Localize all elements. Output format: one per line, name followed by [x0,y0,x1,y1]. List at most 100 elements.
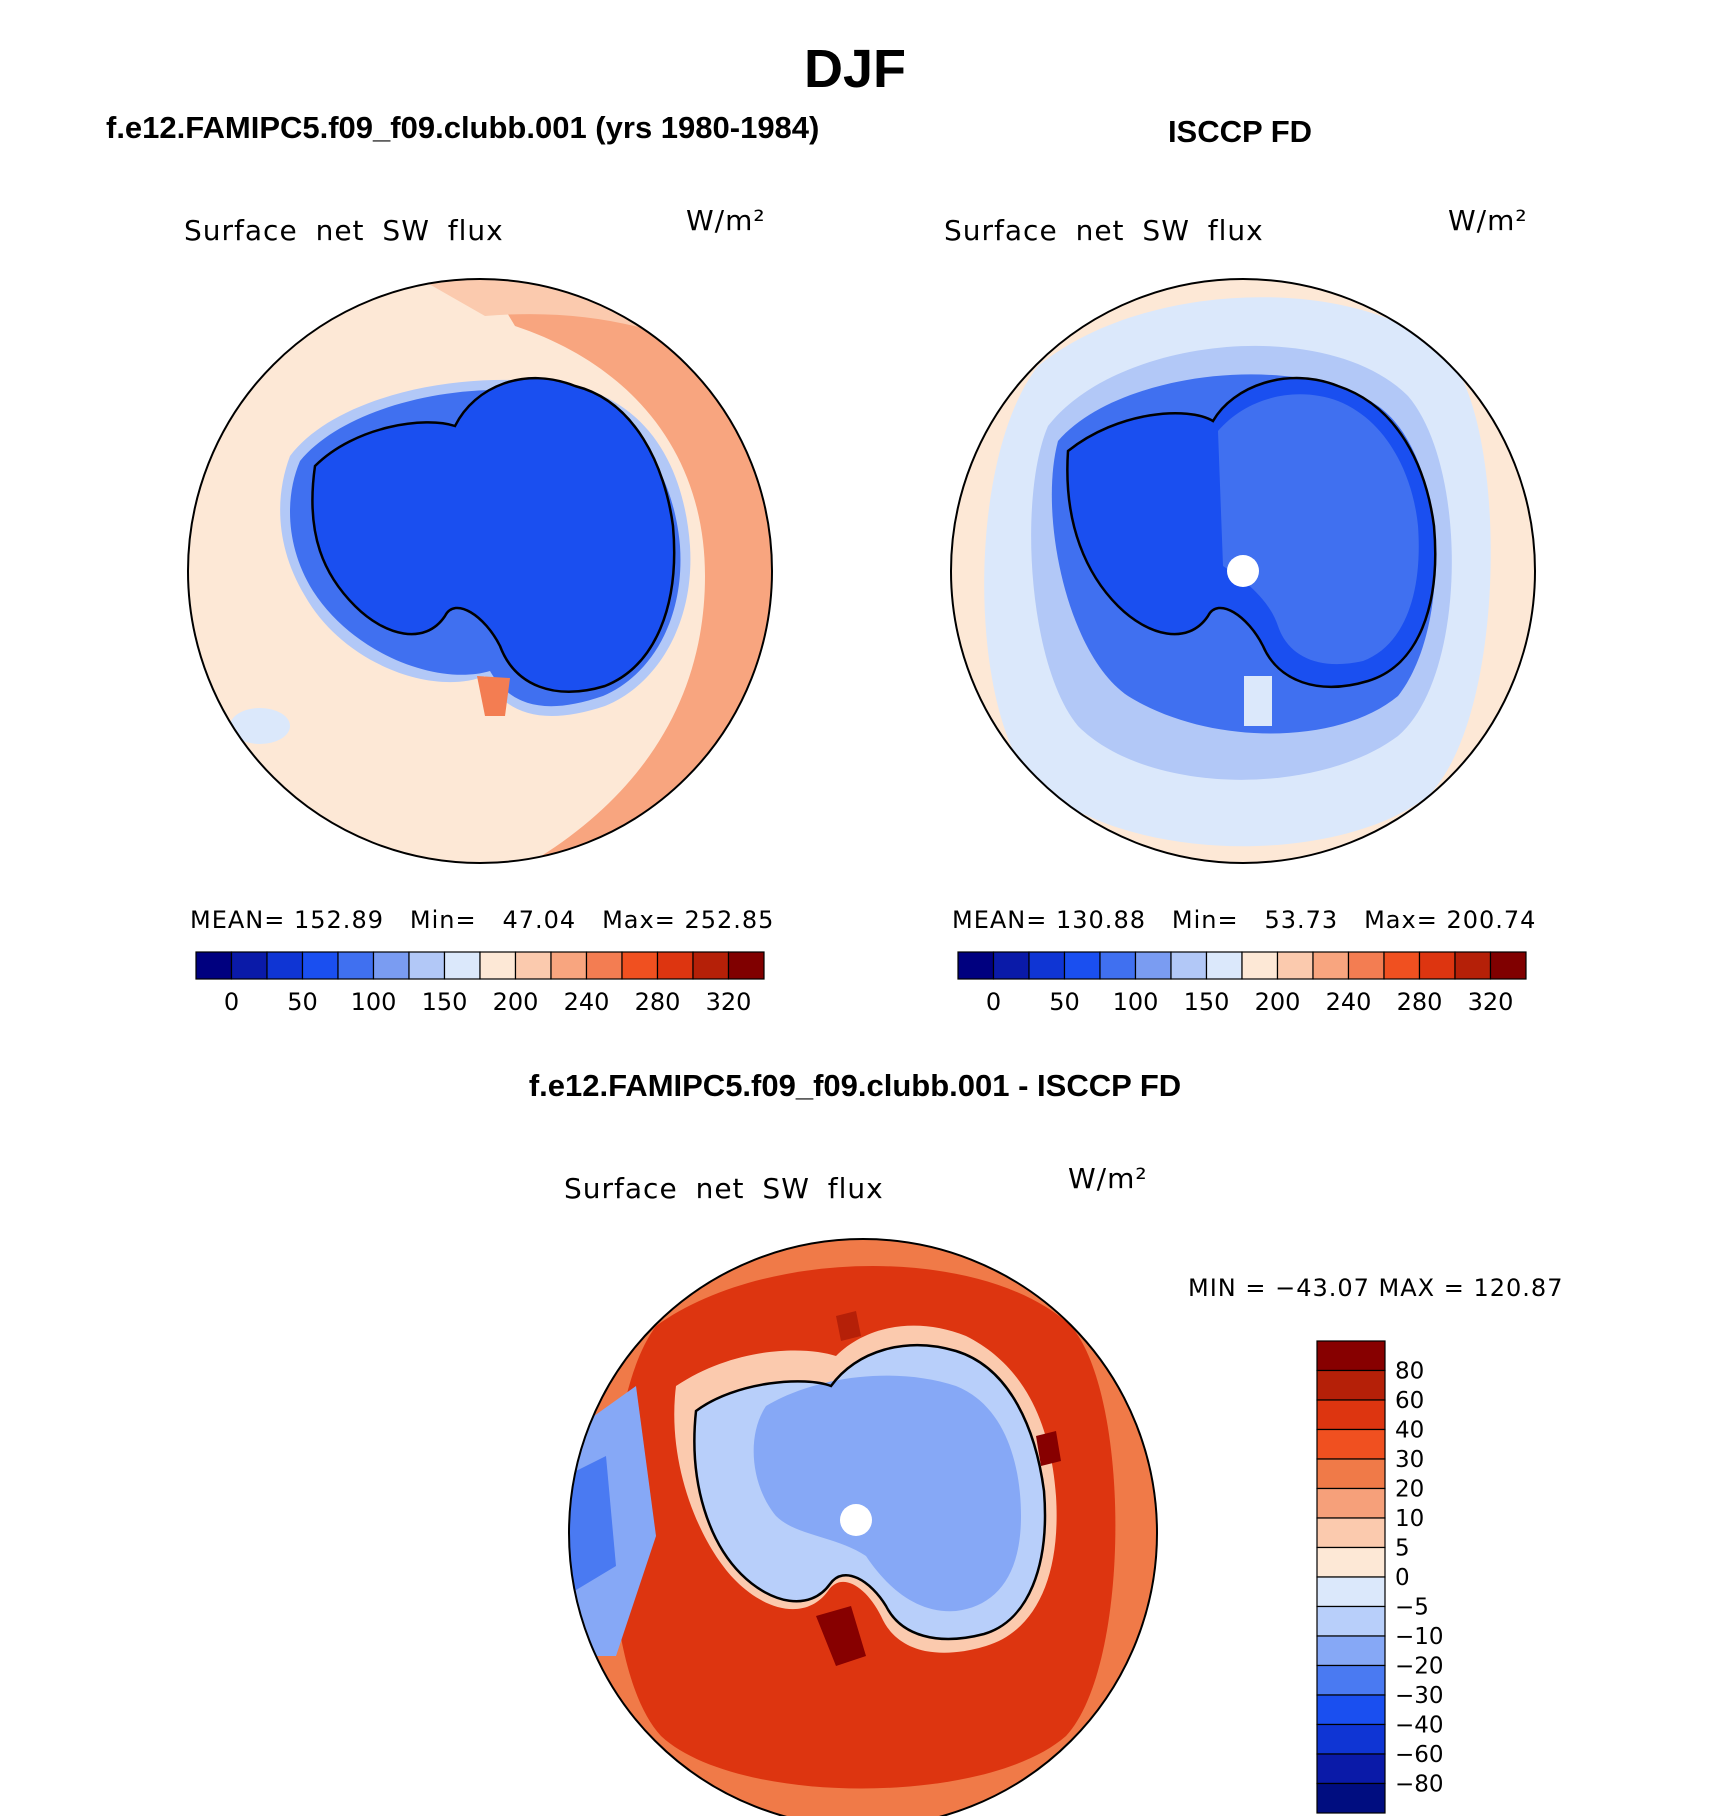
colorbar-swatch [1316,1576,1386,1608]
hotspot-weddell [816,1606,866,1666]
colorbar-swatch [727,951,765,980]
colorbar-swatch [1170,951,1208,980]
stats-max-value: 200.74 [1446,906,1537,934]
colorbar-swatch [337,951,375,980]
stats-mean-value: 152.89 [294,906,384,934]
colorbar-tick-label: 30 [1395,1447,1424,1473]
colorbar-tick-label: −60 [1395,1742,1444,1768]
colorbar-swatch [1099,951,1137,980]
colorbar-swatch [1489,951,1527,980]
colorbar-swatch [1316,1753,1386,1785]
colorbar-tick-label: 150 [1184,988,1230,1016]
variable-label-diff: Surface net SW flux [564,1172,884,1205]
colorbar-swatch [1347,951,1385,980]
colorbar-swatch [1383,951,1421,980]
stats-min-value: 53.73 [1264,906,1339,934]
map-difference [568,1238,1158,1816]
colorbar-swatch [372,951,410,980]
stats-diff: MIN = −43.07 MAX = 120.87 [1188,1274,1564,1302]
colorbar-tick-label: 280 [1397,988,1443,1016]
colorbar-swatch [1241,951,1279,980]
colorbar-tick-label: 0 [224,988,239,1016]
colorbar-swatch [514,951,552,980]
pale-strip [1244,676,1272,726]
stats-mean-label: MEAN= [952,906,1048,934]
colorbar-swatch [1316,1517,1386,1549]
colorbar-tick-label: 100 [1113,988,1159,1016]
colorbar-difference: 80 60 40 30 20 10 5 0 −5 −10 −20 −30 −40 −60 −80 [1316,1340,1444,1814]
colorbar-swatch [1316,1723,1386,1755]
colorbar-swatch [1454,951,1492,980]
colorbar-swatch [1316,1369,1386,1401]
colorbar-tick-label: −5 [1395,1595,1429,1621]
colorbar-swatch [1312,951,1350,980]
colorbar-swatch [1316,1664,1386,1696]
colorbar-swatch [621,951,659,980]
colorbar-swatch [195,951,233,980]
west-edge-inner [569,1456,616,1596]
colorbar-swatch [1316,1487,1386,1519]
colorbar-swatch [1063,951,1101,980]
colorbar-swatch [585,951,623,980]
panel-title-difference: f.e12.FAMIPC5.f09_f09.clubb.001 - ISCCP … [528,1068,1182,1103]
colorbar-swatch [1316,1605,1386,1637]
antarctica-coast [693,1344,1047,1641]
colorbar-tick-label: 20 [1395,1477,1424,1503]
colorbar-swatch [1316,1635,1386,1667]
weddell-patch [477,676,510,716]
colorbar-swatch [957,951,995,980]
colorbar-swatch [1205,951,1243,980]
colorbar-swatch [1028,951,1066,980]
panel-title-obs: ISCCP FD [1167,114,1313,149]
colorbar-tick-label: 10 [1395,1506,1424,1532]
colorbar-tick-label: 240 [564,988,610,1016]
colorbar-tick-label: 60 [1395,1388,1424,1414]
colorbar-swatch [230,951,268,980]
colorbar-tick-label: 0 [1395,1565,1410,1591]
antarctica-inner [753,1375,1021,1612]
colorbar-swatch [1316,1546,1386,1578]
colorbar-tick-label: 320 [706,988,752,1016]
hotspot-east [1036,1431,1061,1466]
stats-mean-label: MEAN= [190,906,286,934]
colorbar-swatch [479,951,517,980]
colorbar-tick-label: 50 [1049,988,1080,1016]
colorbar-tick-label: 50 [287,988,318,1016]
map-model [187,278,773,864]
colorbar-swatch [1316,1694,1386,1726]
figure-title: DJF [803,39,906,99]
map-obs [950,278,1536,864]
colorbar-swatch [992,951,1030,980]
stats-min-label: Min= [1171,906,1239,934]
colorbar-tick-label: 280 [635,988,681,1016]
stats-mean-value: 130.88 [1056,906,1146,934]
colorbar-tick-label: 200 [493,988,539,1016]
colorbar-swatch [1316,1428,1386,1460]
units-label-model: W/m² [686,204,766,237]
colorbar-tick-label: −40 [1395,1713,1444,1739]
colorbar-swatch [1418,951,1456,980]
colorbar-tick-label: 200 [1255,988,1301,1016]
colorbar-swatch [266,951,304,980]
colorbar-tick-label: −80 [1395,1772,1444,1798]
colorbar-tick-label: −10 [1395,1624,1444,1650]
antarctica [312,378,675,692]
panel-title-model: f.e12.FAMIPC5.f09_f09.clubb.001 (yrs 198… [106,110,820,145]
colorbar-swatch [1316,1340,1386,1372]
stats-max-label: Max= [602,906,676,934]
colorbar-obs: 0 50 100 150 200 240 280 320 [957,951,1527,1016]
variable-label-obs: Surface net SW flux [944,214,1264,247]
colorbar-tick-label: −20 [1395,1654,1444,1680]
colorbar-swatch [301,951,339,980]
units-label-diff: W/m² [1068,1162,1148,1195]
stats-model: MEAN= 152.89 Min= 47.04 Max= 252.85 [190,906,774,934]
hotspot-north [836,1311,861,1341]
colorbar-swatch [1316,1399,1386,1431]
colorbar-swatch [1276,951,1314,980]
stats-max-value: 252.85 [684,906,775,934]
variable-label-model: Surface net SW flux [184,214,504,247]
units-label-obs: W/m² [1448,204,1528,237]
stats-max-label: Max= [1364,906,1438,934]
colorbar-tick-label: −30 [1395,1683,1444,1709]
stats-min-label: Min= [409,906,477,934]
